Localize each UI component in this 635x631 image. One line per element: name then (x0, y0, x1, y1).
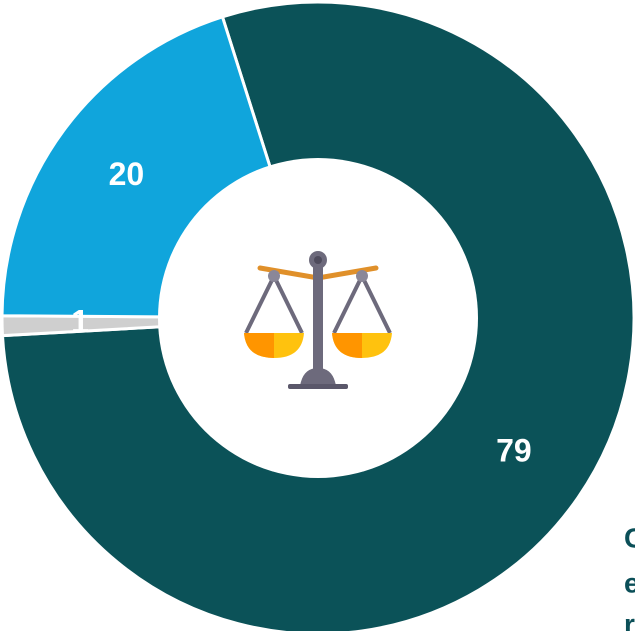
data-label: 1 (71, 303, 89, 339)
annotation: C (624, 522, 635, 553)
data-label: 20 (109, 156, 145, 192)
data-label: 79 (496, 433, 532, 469)
labels: 79 1 20 (71, 156, 532, 468)
annotations: Cer (624, 522, 635, 631)
scale-icon (244, 251, 392, 389)
annotation: e (624, 567, 635, 598)
annotation: r (624, 608, 635, 631)
